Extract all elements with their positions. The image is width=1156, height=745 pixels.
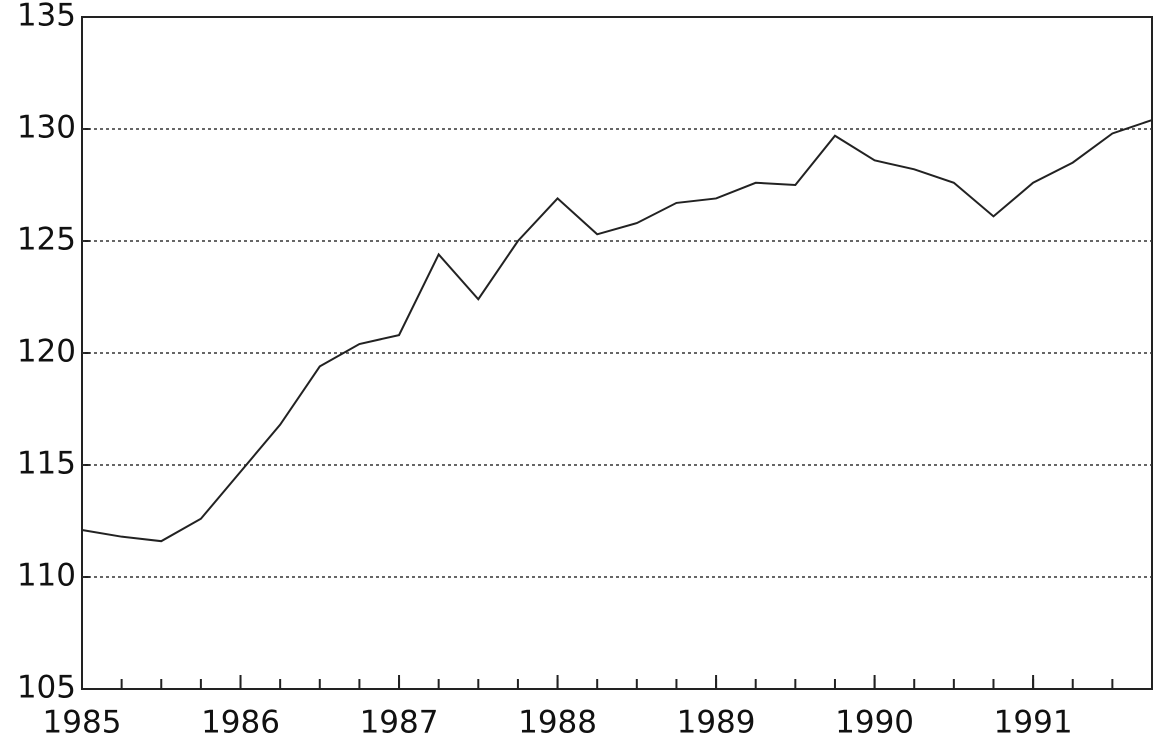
x-tick-label: 1989 bbox=[677, 705, 756, 741]
y-tick-label: 105 bbox=[17, 670, 76, 706]
x-tick-label: 1986 bbox=[201, 705, 280, 741]
x-tick-label: 1988 bbox=[518, 705, 597, 741]
data-line bbox=[81, 119, 1153, 543]
y-tick-label: 110 bbox=[17, 558, 76, 594]
y-tick-label: 135 bbox=[17, 0, 76, 34]
y-tick-label: 115 bbox=[17, 446, 76, 482]
x-tick-label: 1991 bbox=[994, 705, 1073, 741]
y-tick-label: 130 bbox=[17, 110, 76, 146]
x-tick-label: 1990 bbox=[835, 705, 914, 741]
x-tick-label: 1987 bbox=[360, 705, 439, 741]
x-tick-label: 1985 bbox=[43, 705, 122, 741]
y-tick-label: 125 bbox=[17, 222, 76, 258]
y-tick-label: 120 bbox=[17, 334, 76, 370]
